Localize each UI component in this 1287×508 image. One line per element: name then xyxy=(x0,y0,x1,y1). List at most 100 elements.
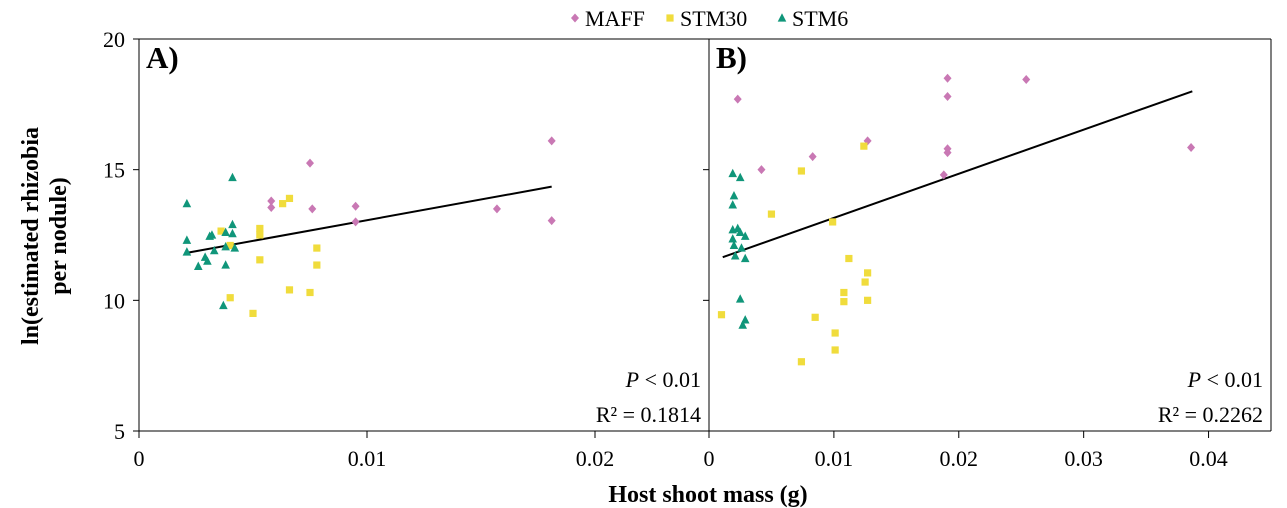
data-point-stm6 xyxy=(735,172,745,182)
r-squared-text: R² = 0.1814 xyxy=(596,402,701,427)
data-point-stm30 xyxy=(864,296,872,304)
data-point-maff xyxy=(351,201,360,211)
trendline xyxy=(184,185,552,255)
data-point-stm6 xyxy=(228,228,237,238)
data-point-stm6 xyxy=(729,191,739,200)
legend: MAFF STM30 STM6 xyxy=(571,6,848,31)
data-point-stm6 xyxy=(182,235,192,244)
data-point-maff xyxy=(267,196,276,206)
series-stm6 xyxy=(182,172,240,310)
data-point-stm6 xyxy=(230,243,240,252)
y-tick-label: 10 xyxy=(103,288,125,313)
data-point-stm6 xyxy=(209,245,219,255)
data-point-stm6 xyxy=(728,200,738,209)
series-maff xyxy=(733,73,1196,180)
data-point-stm6 xyxy=(207,230,217,239)
data-point-stm30 xyxy=(861,278,869,286)
x-axis-label: Host shoot mass (g) xyxy=(608,482,807,508)
data-point-stm6 xyxy=(728,234,738,243)
x-tick-label: 0.04 xyxy=(1189,446,1228,471)
data-point-stm30 xyxy=(217,227,225,235)
data-point-stm6 xyxy=(203,256,212,265)
trendline xyxy=(722,90,1193,259)
data-point-stm30 xyxy=(256,256,264,264)
y-axis-label-line-1: ln(estimated rhizobia xyxy=(18,127,44,345)
y-tick-label: 15 xyxy=(103,158,125,183)
data-point-stm6 xyxy=(740,253,750,263)
x-tick-label: 0.03 xyxy=(1064,446,1103,471)
legend-marker-maff xyxy=(571,13,579,23)
panel-label: A) xyxy=(146,40,179,75)
data-point-stm30 xyxy=(831,346,839,354)
data-point-stm30 xyxy=(285,194,294,203)
legend-label-stm30: STM30 xyxy=(680,6,747,31)
data-point-maff xyxy=(939,170,948,180)
series-stm30 xyxy=(717,142,872,366)
data-point-maff xyxy=(757,165,766,175)
data-point-stm6 xyxy=(182,247,192,256)
data-point-stm30 xyxy=(313,244,321,252)
x-tick-label: 0.02 xyxy=(576,446,615,471)
data-point-stm6 xyxy=(228,219,237,229)
y-tick-label: 20 xyxy=(103,27,125,52)
data-point-stm30 xyxy=(845,254,853,263)
legend-label-maff: MAFF xyxy=(585,6,645,31)
r-squared-text: R² = 0.2262 xyxy=(1158,402,1263,427)
data-point-stm6 xyxy=(182,198,192,208)
data-point-stm6 xyxy=(193,261,203,270)
data-point-stm30 xyxy=(797,358,806,366)
p-value-text: P < 0.01 xyxy=(625,367,701,392)
data-point-stm6 xyxy=(221,227,230,236)
data-point-stm6 xyxy=(228,172,237,182)
data-point-stm30 xyxy=(717,311,726,319)
data-point-maff xyxy=(1022,75,1031,85)
data-point-stm30 xyxy=(306,288,314,297)
data-point-stm6 xyxy=(728,168,738,178)
data-point-stm6 xyxy=(221,241,230,251)
data-point-stm30 xyxy=(256,224,264,233)
data-point-stm6 xyxy=(735,294,745,303)
data-point-stm30 xyxy=(279,200,287,208)
panel-a: 5 10 15 20 0 0.01 0.02 A) P < 0.01 R² = 0.1814 xyxy=(103,27,710,471)
data-point-stm6 xyxy=(740,231,750,240)
x-tick-label: 0.01 xyxy=(348,446,387,471)
x-tick-label: 0 xyxy=(134,446,145,471)
x-tick-label: 0.02 xyxy=(940,446,979,471)
data-point-maff xyxy=(808,152,817,162)
data-point-stm6 xyxy=(729,240,739,250)
data-point-maff xyxy=(943,148,952,158)
data-point-maff xyxy=(1187,142,1196,152)
data-point-maff xyxy=(547,136,556,146)
data-point-stm30 xyxy=(285,286,294,294)
data-point-stm30 xyxy=(829,218,837,226)
data-point-maff xyxy=(492,204,501,214)
data-point-stm30 xyxy=(840,298,848,306)
data-point-maff xyxy=(943,73,952,83)
p-value-text: P < 0.01 xyxy=(1187,367,1263,392)
data-point-stm30 xyxy=(226,241,234,250)
legend-marker-stm30 xyxy=(666,14,674,22)
data-point-maff xyxy=(267,203,276,213)
y-axis-label-line-2: per nodule) xyxy=(46,177,72,295)
data-point-stm30 xyxy=(840,288,848,297)
data-point-stm30 xyxy=(860,142,868,150)
data-point-stm30 xyxy=(256,231,264,239)
data-point-maff xyxy=(733,94,742,104)
data-point-stm30 xyxy=(797,167,806,175)
data-point-maff xyxy=(547,216,556,226)
y-tick-label: 5 xyxy=(114,419,125,444)
data-point-stm6 xyxy=(735,227,745,236)
data-point-maff xyxy=(308,204,317,214)
data-point-stm30 xyxy=(831,329,839,337)
x-tick-label: 0 xyxy=(704,446,715,471)
data-point-stm6 xyxy=(219,300,228,310)
panel-label: B) xyxy=(716,40,747,75)
data-point-stm6 xyxy=(221,260,230,269)
data-point-stm6 xyxy=(730,251,740,260)
legend-label-stm6: STM6 xyxy=(792,6,848,31)
data-point-stm30 xyxy=(313,261,321,269)
data-point-stm6 xyxy=(737,243,746,252)
legend-marker-stm6 xyxy=(777,13,787,22)
data-point-stm30 xyxy=(864,269,872,277)
